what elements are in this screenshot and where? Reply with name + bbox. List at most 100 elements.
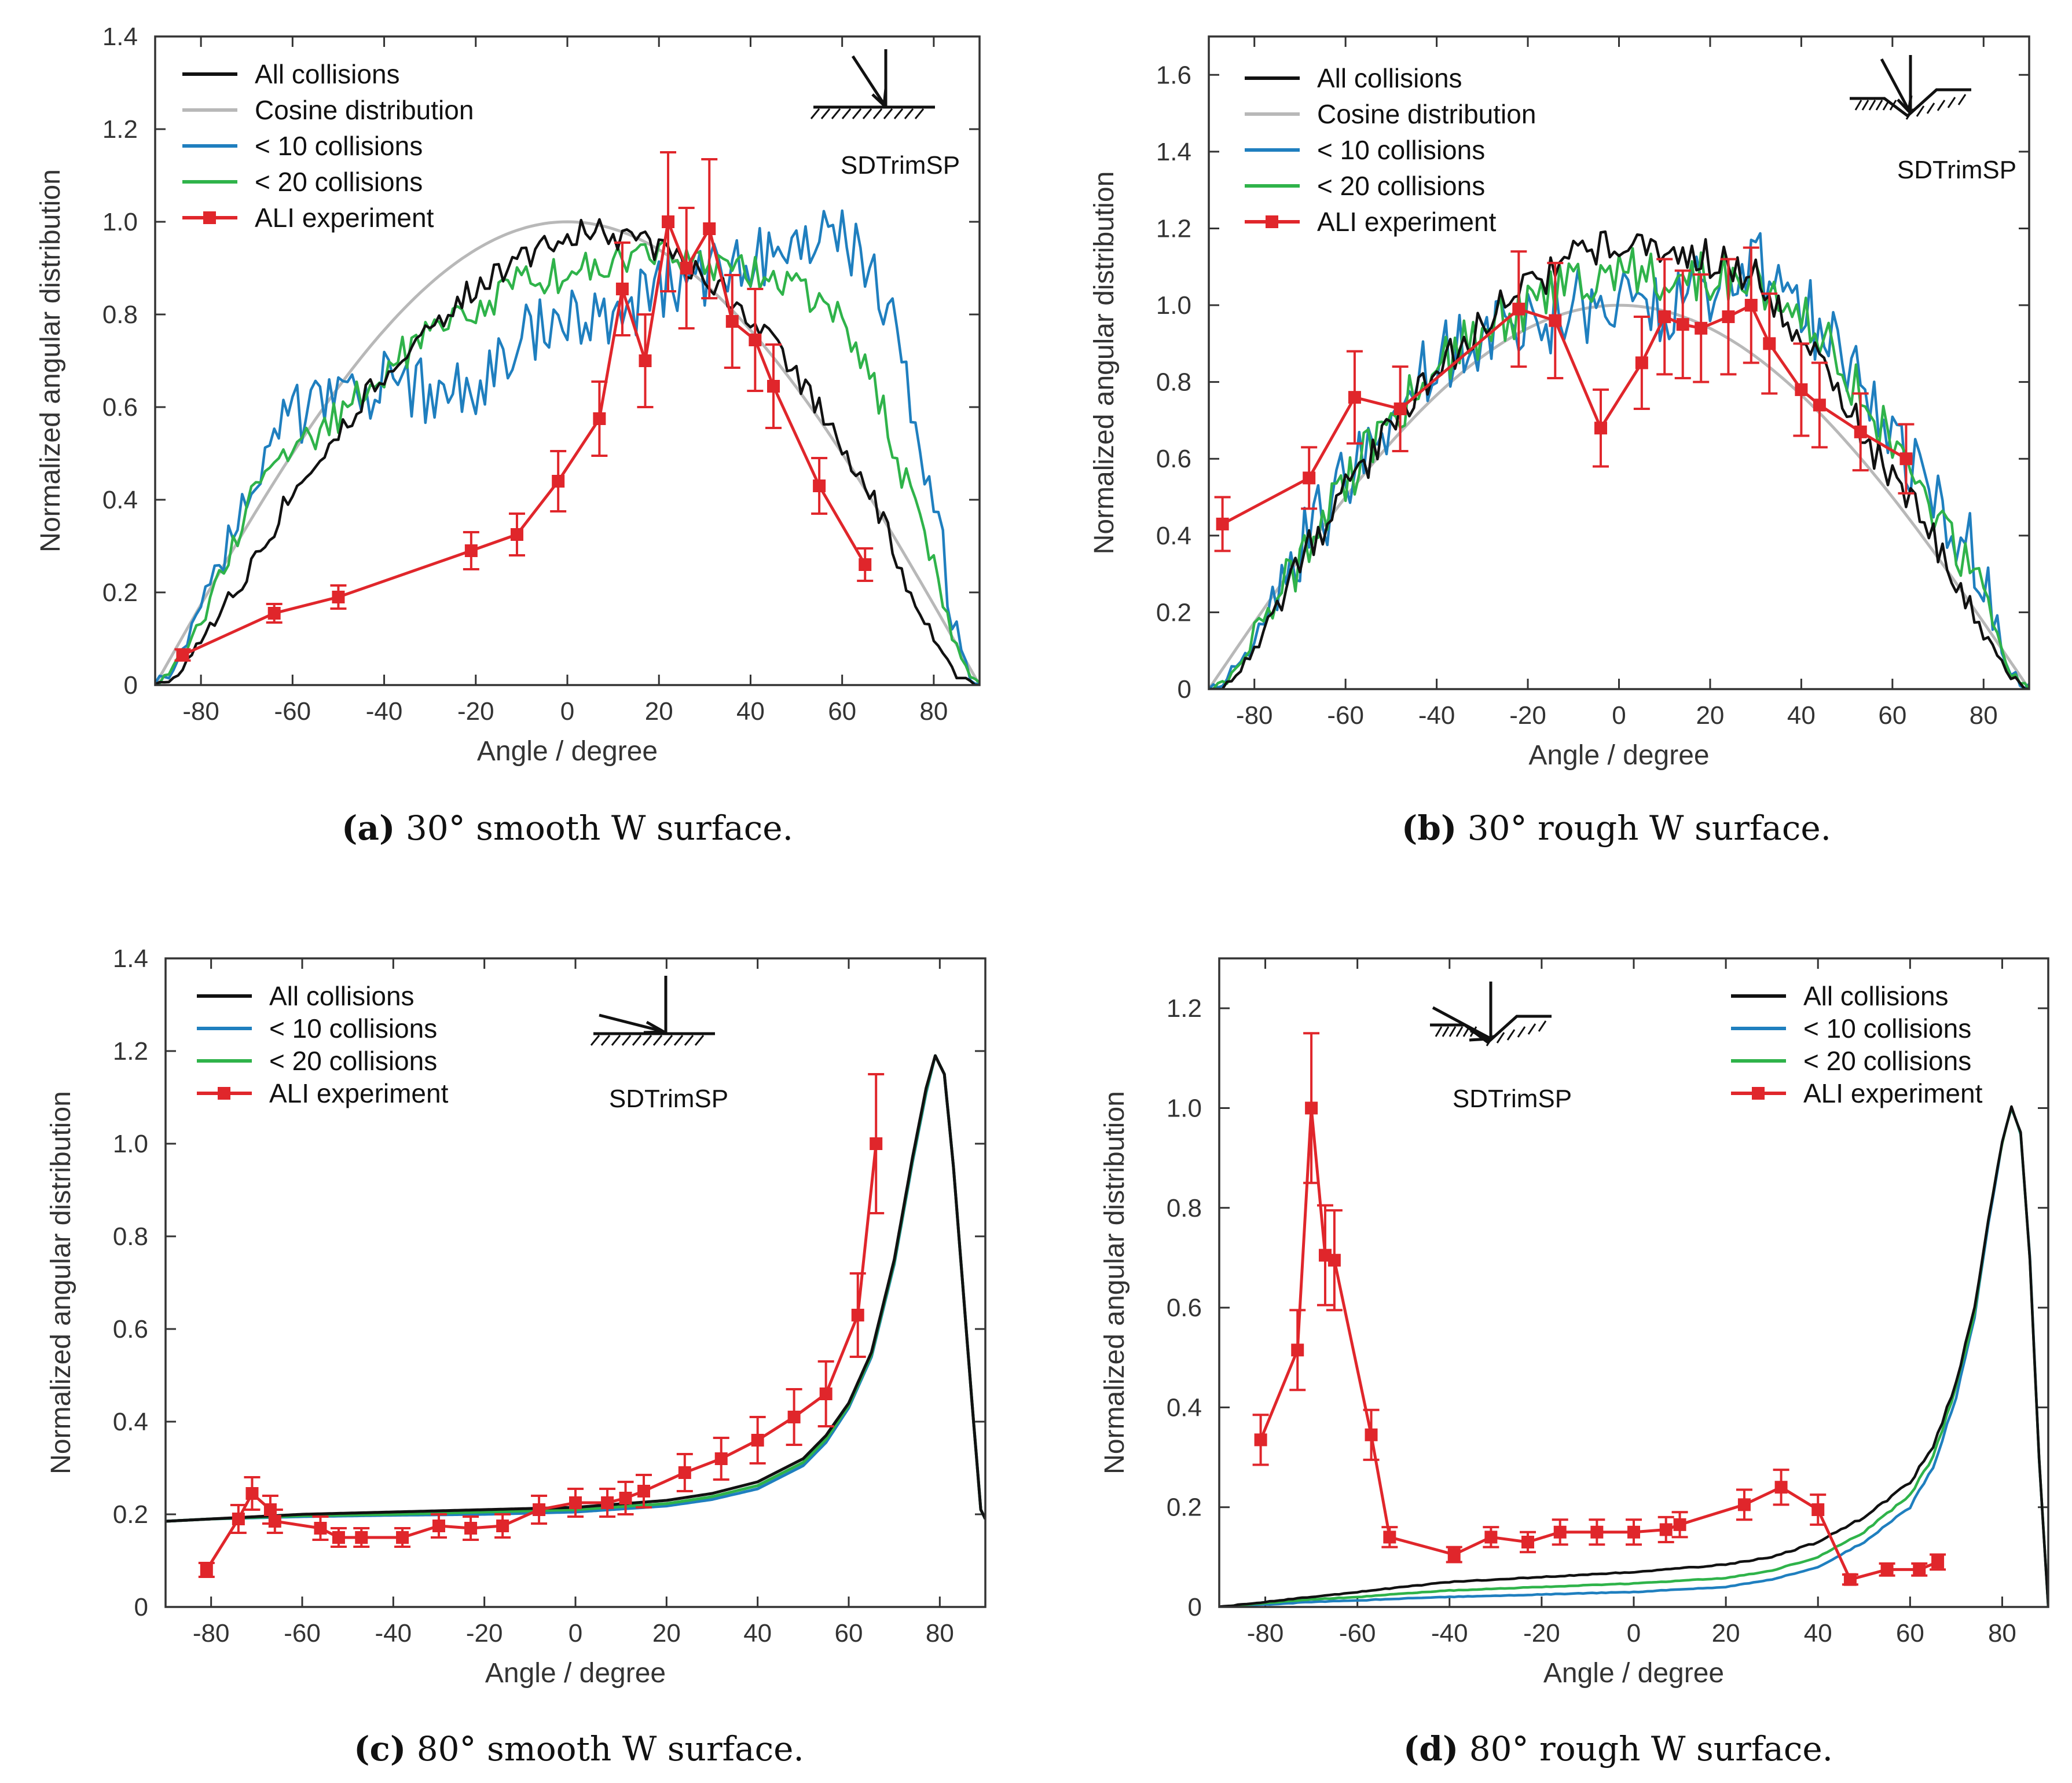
data-point bbox=[637, 1485, 650, 1498]
legend-label: ALI experiment bbox=[269, 1078, 449, 1108]
x-tick-label: 0 bbox=[560, 697, 574, 726]
x-tick-label: 60 bbox=[828, 697, 856, 726]
data-point bbox=[332, 591, 345, 603]
data-point bbox=[332, 1531, 345, 1544]
data-point bbox=[725, 315, 739, 328]
ali-experiment-series bbox=[1214, 246, 1915, 552]
series-line-lt20 bbox=[1219, 1106, 2048, 1607]
caption-letter: (b) bbox=[1402, 808, 1457, 848]
data-point bbox=[1795, 383, 1808, 396]
plot-frame bbox=[164, 957, 987, 1608]
data-point bbox=[787, 1411, 801, 1423]
legend-label: All collisions bbox=[269, 981, 415, 1011]
data-point bbox=[851, 1309, 864, 1321]
data-point bbox=[1763, 337, 1776, 350]
data-point bbox=[1305, 1101, 1318, 1115]
legend-item: ALI experiment bbox=[182, 203, 434, 233]
plot-frame bbox=[1208, 35, 2030, 690]
data-point bbox=[703, 222, 716, 235]
data-point bbox=[510, 528, 523, 541]
x-tick-label: 20 bbox=[1696, 701, 1724, 730]
x-tick-label: -40 bbox=[366, 697, 403, 726]
x-tick-label: 0 bbox=[1627, 1619, 1641, 1647]
data-point bbox=[1549, 314, 1562, 327]
data-point bbox=[749, 334, 762, 346]
data-point bbox=[870, 1137, 883, 1150]
data-point bbox=[1695, 321, 1708, 335]
axis-ticks: -80 -60 -40 -20 0 20 40 60 80 0 0.2 0.4 0.6 0.8 1.0 1.2… bbox=[102, 23, 980, 726]
y-tick-label: 0 bbox=[1178, 675, 1191, 704]
data-point bbox=[1744, 299, 1758, 312]
legend-marker bbox=[1752, 1087, 1765, 1100]
y-tick-label: 1.0 bbox=[1167, 1094, 1202, 1122]
data-point bbox=[1722, 310, 1735, 323]
legend-label: < 20 collisions bbox=[1317, 171, 1485, 201]
legend-label: < 10 collisions bbox=[1317, 135, 1485, 165]
y-tick-label: 1.4 bbox=[102, 23, 138, 51]
y-tick-label: 1.2 bbox=[1156, 214, 1191, 243]
data-point bbox=[1627, 1525, 1640, 1539]
series-line-all bbox=[155, 218, 980, 685]
y-tick-label: 0.2 bbox=[1167, 1493, 1202, 1522]
y-tick-label: 0.6 bbox=[102, 393, 138, 422]
series-line-all bbox=[166, 1054, 985, 1523]
x-tick-label: 80 bbox=[1970, 701, 1998, 730]
x-tick-label: 60 bbox=[1896, 1619, 1924, 1647]
series-line-all bbox=[1209, 230, 2029, 689]
data-point bbox=[1393, 402, 1407, 416]
data-point bbox=[464, 544, 478, 557]
x-tick-label: 60 bbox=[1878, 701, 1906, 730]
data-point bbox=[662, 215, 675, 228]
legend-item: < 20 collisions bbox=[182, 167, 423, 197]
data-point bbox=[1774, 1481, 1788, 1494]
y-axis-title: Normalized angular distribution bbox=[1099, 1091, 1130, 1474]
y-tick-label: 0.4 bbox=[113, 1408, 148, 1436]
y-tick-label: 0.6 bbox=[113, 1315, 148, 1343]
plot-frame bbox=[1218, 957, 2049, 1608]
legend-label: All collisions bbox=[1317, 63, 1462, 93]
x-tick-label: 40 bbox=[1787, 701, 1816, 730]
caption-letter: (d) bbox=[1403, 1729, 1458, 1769]
data-point bbox=[639, 354, 652, 367]
x-tick-label: -80 bbox=[193, 1619, 230, 1647]
x-tick-label: 0 bbox=[1612, 701, 1626, 730]
legend-marker bbox=[203, 211, 216, 224]
ali-experiment-series bbox=[1252, 1032, 1946, 1586]
legend-item: Cosine distribution bbox=[1245, 99, 1536, 129]
legend-label: < 20 collisions bbox=[1803, 1046, 1971, 1076]
data-point bbox=[1811, 1503, 1825, 1516]
x-tick-label: -80 bbox=[182, 697, 219, 726]
data-point bbox=[1880, 1563, 1894, 1576]
data-point bbox=[1383, 1531, 1396, 1544]
y-tick-label: 1.6 bbox=[1156, 61, 1191, 89]
legend-item: < 10 collisions bbox=[1245, 135, 1485, 165]
plot-area bbox=[1219, 1032, 2048, 1607]
data-point bbox=[569, 1496, 582, 1509]
sdtrimsp-label: SDTrimSP bbox=[609, 1085, 728, 1113]
data-point bbox=[680, 262, 693, 274]
caption-text: 80° rough W surface. bbox=[1458, 1729, 1833, 1769]
legend-item: < 20 collisions bbox=[1245, 171, 1485, 201]
panel-caption: (a) 30° smooth W surface. bbox=[342, 808, 793, 848]
data-point bbox=[859, 558, 872, 571]
sdtrimsp-label: SDTrimSP bbox=[1453, 1085, 1572, 1113]
chart-panel-b: -80 -60 -40 -20 0 20 40 60 80 0 0.2 0.4 0.6 0.8 1.0 1.2… bbox=[1089, 35, 2030, 848]
x-tick-label: 40 bbox=[743, 1619, 772, 1647]
data-point bbox=[1254, 1433, 1267, 1447]
x-tick-label: -40 bbox=[1431, 1619, 1468, 1647]
data-point bbox=[1813, 398, 1826, 412]
data-point bbox=[819, 1387, 833, 1400]
x-axis-title: Angle / degree bbox=[477, 736, 658, 767]
legend-item: All collisions bbox=[1731, 981, 1949, 1011]
data-point bbox=[245, 1487, 259, 1500]
data-point bbox=[767, 380, 780, 393]
legend-label: ALI experiment bbox=[255, 203, 434, 233]
x-tick-label: -20 bbox=[1523, 1619, 1560, 1647]
y-tick-label: 1.2 bbox=[102, 115, 138, 144]
legend-label: < 10 collisions bbox=[1803, 1013, 1971, 1044]
legend-label: ALI experiment bbox=[1317, 207, 1497, 237]
data-point bbox=[678, 1466, 691, 1479]
plot-frame bbox=[154, 35, 981, 686]
legend-label: < 10 collisions bbox=[255, 131, 423, 161]
series-line-lt20 bbox=[166, 1054, 985, 1523]
